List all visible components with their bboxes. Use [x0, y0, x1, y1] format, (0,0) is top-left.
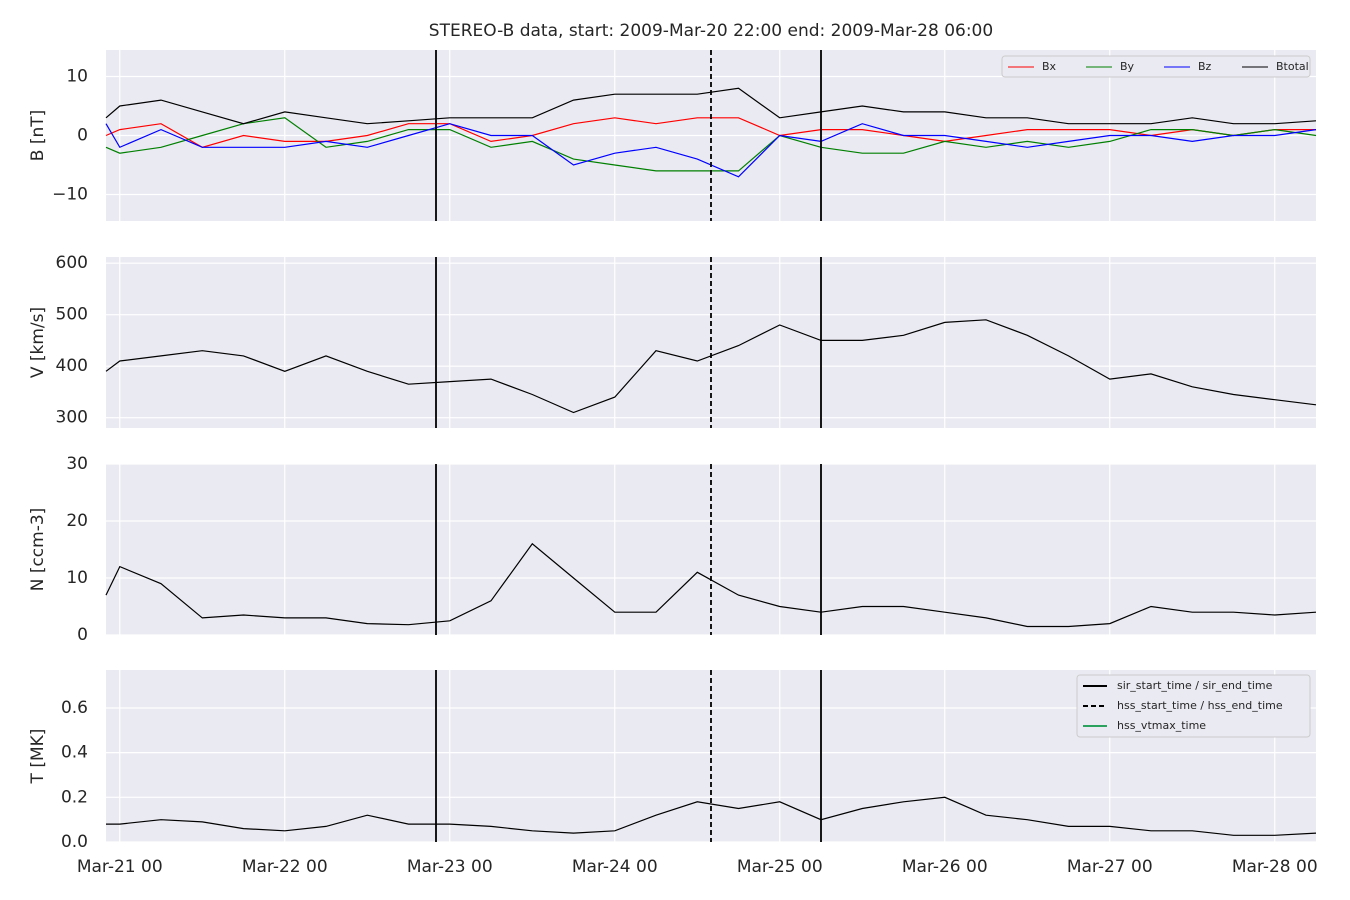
x-tick-label: Mar-25 00: [737, 857, 823, 877]
y-tick-label: 0: [77, 126, 88, 146]
legend-label: hss_vtmax_time: [1117, 719, 1206, 732]
x-tick-label: Mar-21 00: [77, 857, 163, 877]
legend-box: [1001, 55, 1311, 78]
y-tick-label: 30: [66, 454, 88, 474]
y-tick-label: 20: [66, 511, 88, 531]
legend-label: hss_start_time / hss_end_time: [1117, 699, 1283, 712]
y-axis-label: B [nT]: [28, 110, 48, 162]
y-tick-label: 400: [56, 356, 88, 376]
x-tick-label: Mar-27 00: [1067, 857, 1153, 877]
data-line: [105, 542, 1317, 628]
legend-label: By: [1120, 60, 1135, 73]
legend-label: Btotal: [1276, 60, 1309, 73]
y-tick-label: 500: [56, 305, 88, 325]
y-tick-label: −10: [52, 184, 88, 204]
data-line: [106, 796, 1317, 836]
y-tick-label: 10: [66, 568, 88, 588]
y-axis-label: V [km/s]: [28, 307, 48, 378]
x-tick-label: Mar-24 00: [572, 857, 658, 877]
y-tick-label: 0.0: [61, 832, 88, 852]
y-tick-label: 0: [77, 625, 88, 645]
legend-box: [1076, 674, 1311, 738]
data-line: [105, 117, 1317, 172]
y-tick-label: 0.2: [61, 787, 88, 807]
x-tick-label: Mar-26 00: [902, 857, 988, 877]
y-tick-label: 600: [56, 253, 88, 273]
legend-label: Bz: [1198, 60, 1212, 73]
data-line: [105, 87, 1317, 125]
y-axis-label: T [MK]: [28, 729, 48, 785]
y-tick-label: 10: [66, 67, 88, 87]
legend-label: sir_start_time / sir_end_time: [1117, 679, 1273, 692]
y-tick-label: 0.6: [61, 698, 88, 718]
y-tick-label: 0.4: [61, 743, 88, 763]
y-axis-label: N [ccm-3]: [28, 508, 48, 592]
data-line: [105, 117, 1316, 148]
x-tick-label: Mar-22 00: [242, 857, 328, 877]
x-tick-label: Mar-28 00: [1232, 857, 1318, 877]
legend-label: Bx: [1042, 60, 1057, 73]
figure-title: STEREO-B data, start: 2009-Mar-20 22:00 …: [429, 21, 993, 41]
y-tick-label: 300: [56, 408, 88, 428]
data-line: [105, 319, 1317, 414]
x-tick-label: Mar-23 00: [407, 857, 493, 877]
data-line: [105, 123, 1317, 178]
